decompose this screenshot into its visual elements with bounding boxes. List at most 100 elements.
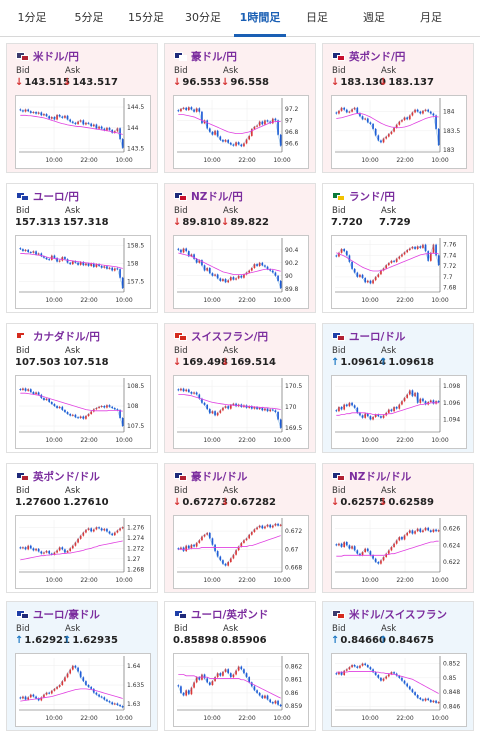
y-tick-label: 143.5 (127, 146, 144, 153)
tab-7[interactable]: 月足 (420, 11, 442, 24)
tab-0[interactable]: 1分足 (17, 11, 47, 24)
candle (19, 389, 22, 390)
candle (335, 673, 338, 675)
mini-chart[interactable]: 1.094 1.096 1.098 10:00 22:00 10:00 (331, 375, 467, 449)
tab-3[interactable]: 30分足 (185, 11, 221, 24)
candle (95, 408, 98, 410)
mini-chart[interactable]: 107.5 108 108.5 10:00 22:00 10:00 (15, 375, 151, 449)
rate-card[interactable]: ランド/円 Bid Ask 7.720 7.729 7.68 7.7 7.72 7.7… (322, 183, 474, 313)
mini-chart[interactable]: 1.268 1.27 1.272 1.274 1.276 10:00 22:00 10:00 (15, 515, 151, 589)
candle (185, 545, 188, 552)
candlestick-chart: 0.622 0.624 0.626 10:00 22:00 10:00 (335, 518, 460, 584)
pair-name[interactable]: ランド/円 (349, 190, 395, 203)
mini-chart[interactable]: 96.6 96.8 97 97.2 10:00 22:00 10:00 (173, 95, 309, 169)
rate-card[interactable]: 英ポンド/ドル Bid Ask 1.27600 1.27610 1.268 1.2… (6, 463, 158, 593)
pair-name[interactable]: NZドル/ドル (349, 470, 412, 483)
candle (71, 261, 74, 265)
mini-chart[interactable]: 1.63 1.635 1.64 10:00 22:00 10:00 (15, 653, 151, 727)
candle (195, 677, 198, 683)
pair-name[interactable]: ユーロ/豪ドル (33, 608, 100, 621)
rate-card[interactable]: 米ドル/スイスフラン Bid Ask ↑0.84660 ↑0.84675 0.8… (322, 601, 474, 731)
bid-value: ↓0.67273 (173, 497, 228, 508)
rate-card[interactable]: カナダドル/円 Bid Ask 107.503 107.518 107.5 108… (6, 323, 158, 453)
tab-5[interactable]: 日足 (306, 11, 328, 24)
x-tick-label: 10:00 (45, 157, 62, 164)
close-line (20, 665, 123, 708)
rate-card[interactable]: NZドル/円 Bid Ask ↓89.810 ↓89.822 89.8 90 90.… (164, 183, 316, 313)
candle (264, 695, 266, 699)
pair-name[interactable]: ユーロ/円 (33, 190, 79, 203)
candle (66, 673, 69, 678)
candle (113, 703, 116, 705)
y-tick-label: 1.27 (127, 556, 141, 563)
rate-card[interactable]: ユーロ/英ポンド Bid Ask 0.85898 0.85906 0.859 0.… (164, 601, 316, 731)
rate-card[interactable]: NZドル/ドル Bid Ask ↓0.62575 ↓0.62589 0.622 0… (322, 463, 474, 593)
pair-name[interactable]: スイスフラン/円 (191, 330, 269, 343)
pair-name[interactable]: NZドル/円 (191, 190, 243, 203)
pair-name[interactable]: 豪ドル/ドル (191, 470, 248, 483)
candle (351, 109, 353, 112)
candle (100, 126, 103, 129)
candlestick-chart: 1.268 1.27 1.272 1.274 1.276 10:00 22:00 10:00 (19, 518, 144, 584)
mini-chart[interactable]: 89.8 90 90.2 90.4 10:00 22:00 10:00 (173, 235, 309, 309)
mini-chart[interactable]: 0.859 0.86 0.861 0.862 10:00 22:00 10:00 (173, 653, 309, 727)
pair-name[interactable]: カナダドル/円 (33, 330, 100, 343)
pair-name[interactable]: 豪ドル/円 (191, 50, 237, 63)
candle (393, 127, 395, 132)
candle (77, 538, 79, 543)
candle (277, 523, 279, 526)
mini-chart[interactable]: 183 183.5 184 10:00 22:00 10:00 (331, 95, 467, 169)
candle (279, 134, 282, 146)
candle (27, 249, 30, 252)
candle (248, 677, 251, 683)
candle (35, 548, 37, 551)
tab-2[interactable]: 15分足 (128, 11, 164, 24)
candle (90, 411, 93, 414)
mini-chart[interactable]: 0.668 0.67 0.672 10:00 22:00 10:00 (173, 515, 309, 589)
candle (277, 120, 279, 135)
mini-chart[interactable]: 7.68 7.7 7.72 7.74 7.76 10:00 22:00 10:00 (331, 235, 467, 309)
mini-chart[interactable]: 0.622 0.624 0.626 10:00 22:00 10:00 (331, 515, 467, 589)
ask-value: ↓0.62589 (379, 497, 434, 508)
y-tick-label: 1.094 (443, 417, 460, 424)
mini-chart[interactable]: 169.5 170 170.5 10:00 22:00 10:00 (173, 375, 309, 449)
rate-card[interactable]: 豪ドル/ドル Bid Ask ↓0.67273 ↓0.67282 0.668 0.… (164, 463, 316, 593)
candle (116, 128, 119, 132)
candle (429, 700, 432, 703)
rate-card[interactable]: 豪ドル/円 Bid Ask ↓96.553 ↓96.558 96.6 96.8 97… (164, 43, 316, 173)
down-arrow-icon: ↓ (15, 77, 24, 88)
candle (98, 406, 100, 408)
tab-6[interactable]: 週足 (363, 11, 385, 24)
candle (29, 545, 32, 549)
candle (256, 125, 258, 127)
rate-card[interactable]: ユーロ/豪ドル Bid Ask ↑1.62921 ↑1.62935 1.63 1.… (6, 601, 158, 731)
candle (24, 547, 27, 550)
pair-name[interactable]: 米ドル/スイスフラン (349, 608, 448, 621)
rate-card[interactable]: ユーロ/ドル Bid Ask ↑1.09614 ↑1.09618 1.094 1.… (322, 323, 474, 453)
candle (248, 406, 251, 408)
mini-chart[interactable]: 0.846 0.848 0.85 0.852 10:00 22:00 10:00 (331, 653, 467, 727)
tab-1[interactable]: 5分足 (74, 11, 104, 24)
candle (40, 551, 43, 554)
candle (224, 406, 227, 408)
pair-name[interactable]: 英ポンド/ドル (33, 470, 100, 483)
candle (269, 699, 272, 703)
candle (261, 121, 264, 125)
candle (343, 542, 346, 547)
rate-card[interactable]: 英ポンド/円 Bid Ask ↓183.130 ↓183.137 183 183.… (322, 43, 474, 173)
tab-4[interactable]: 1時間足 (232, 0, 288, 37)
rate-card[interactable]: 米ドル/円 Bid Ask ↓143.515 ↓143.517 143.5 144… (6, 43, 158, 173)
rate-card[interactable]: スイスフラン/円 Bid Ask ↓169.498 ↓169.514 169.5… (164, 323, 316, 453)
mini-chart[interactable]: 157.5 158 158.5 10:00 22:00 10:00 (15, 235, 151, 309)
rate-card[interactable]: ユーロ/円 Bid Ask 157.313 157.318 157.5 158 15… (6, 183, 158, 313)
pair-name[interactable]: 英ポンド/円 (349, 50, 406, 63)
candle (106, 127, 108, 131)
pair-name[interactable]: ユーロ/英ポンド (191, 608, 269, 621)
candle (380, 677, 382, 681)
mini-chart[interactable]: 143.5 144 144.5 10:00 22:00 10:00 (15, 95, 151, 169)
pair-name[interactable]: ユーロ/ドル (349, 330, 406, 343)
candle (432, 113, 435, 116)
pair-name[interactable]: 米ドル/円 (33, 50, 79, 63)
moving-average-line (178, 535, 281, 550)
candle (95, 264, 98, 267)
